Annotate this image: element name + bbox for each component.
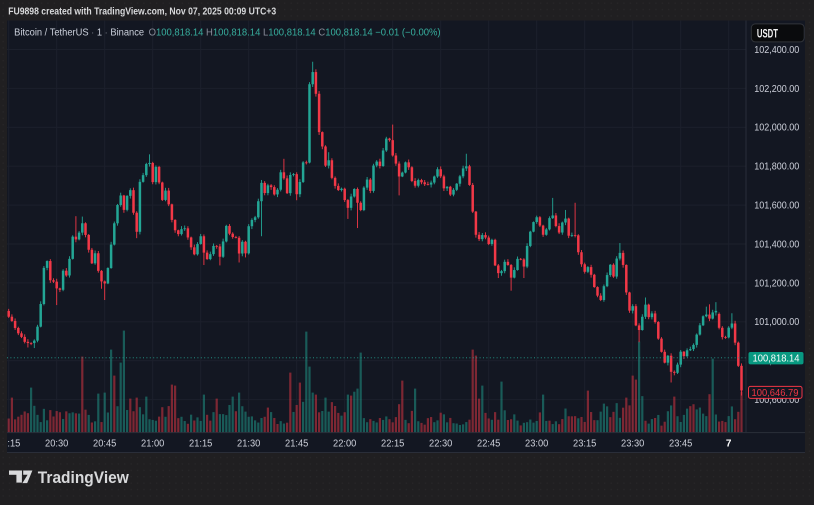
svg-text:21:45: 21:45 [285,438,309,449]
svg-text:23:15: 23:15 [573,438,597,449]
svg-text:TradingView: TradingView [38,469,129,487]
svg-text:23:45: 23:45 [669,438,693,449]
svg-text:101,600.00: 101,600.00 [754,201,800,212]
svg-text:22:00: 22:00 [333,438,357,449]
svg-text:102,400.00: 102,400.00 [754,45,800,56]
svg-text:23:30: 23:30 [621,438,645,449]
svg-text:22:15: 22:15 [381,438,405,449]
svg-text:21:00: 21:00 [141,438,165,449]
svg-text:22:45: 22:45 [477,438,501,449]
svg-text:101,000.00: 101,000.00 [754,317,800,328]
svg-text:O100,818.14 H100,818.14 L100,8: O100,818.14 H100,818.14 L100,818.14 C100… [149,27,441,38]
svg-text:20:45: 20:45 [93,438,117,449]
svg-text:20:30: 20:30 [45,438,69,449]
svg-text:7: 7 [726,439,732,450]
svg-text:101,400.00: 101,400.00 [754,239,800,250]
svg-text:100,600.00: 100,600.00 [754,395,800,406]
svg-text:23:00: 23:00 [525,438,549,449]
svg-text:Bitcoin / TetherUS · 1 · Binan: Bitcoin / TetherUS · 1 · Binance [14,27,145,38]
svg-text:100,818.14: 100,818.14 [753,354,801,365]
svg-text:102,000.00: 102,000.00 [754,123,800,134]
svg-text:101,200.00: 101,200.00 [754,278,800,289]
svg-text:21:15: 21:15 [189,438,213,449]
svg-text:21:30: 21:30 [237,438,261,449]
svg-text:101,800.00: 101,800.00 [754,162,800,173]
svg-text:102,200.00: 102,200.00 [754,84,800,95]
svg-text:FU9898 created with TradingVie: FU9898 created with TradingView.com, Nov… [8,7,276,18]
svg-text:22:30: 22:30 [429,438,453,449]
svg-text:100,646.79: 100,646.79 [752,388,799,399]
svg-text:USDT: USDT [757,28,778,40]
svg-text:20:15: 20:15 [0,438,21,449]
